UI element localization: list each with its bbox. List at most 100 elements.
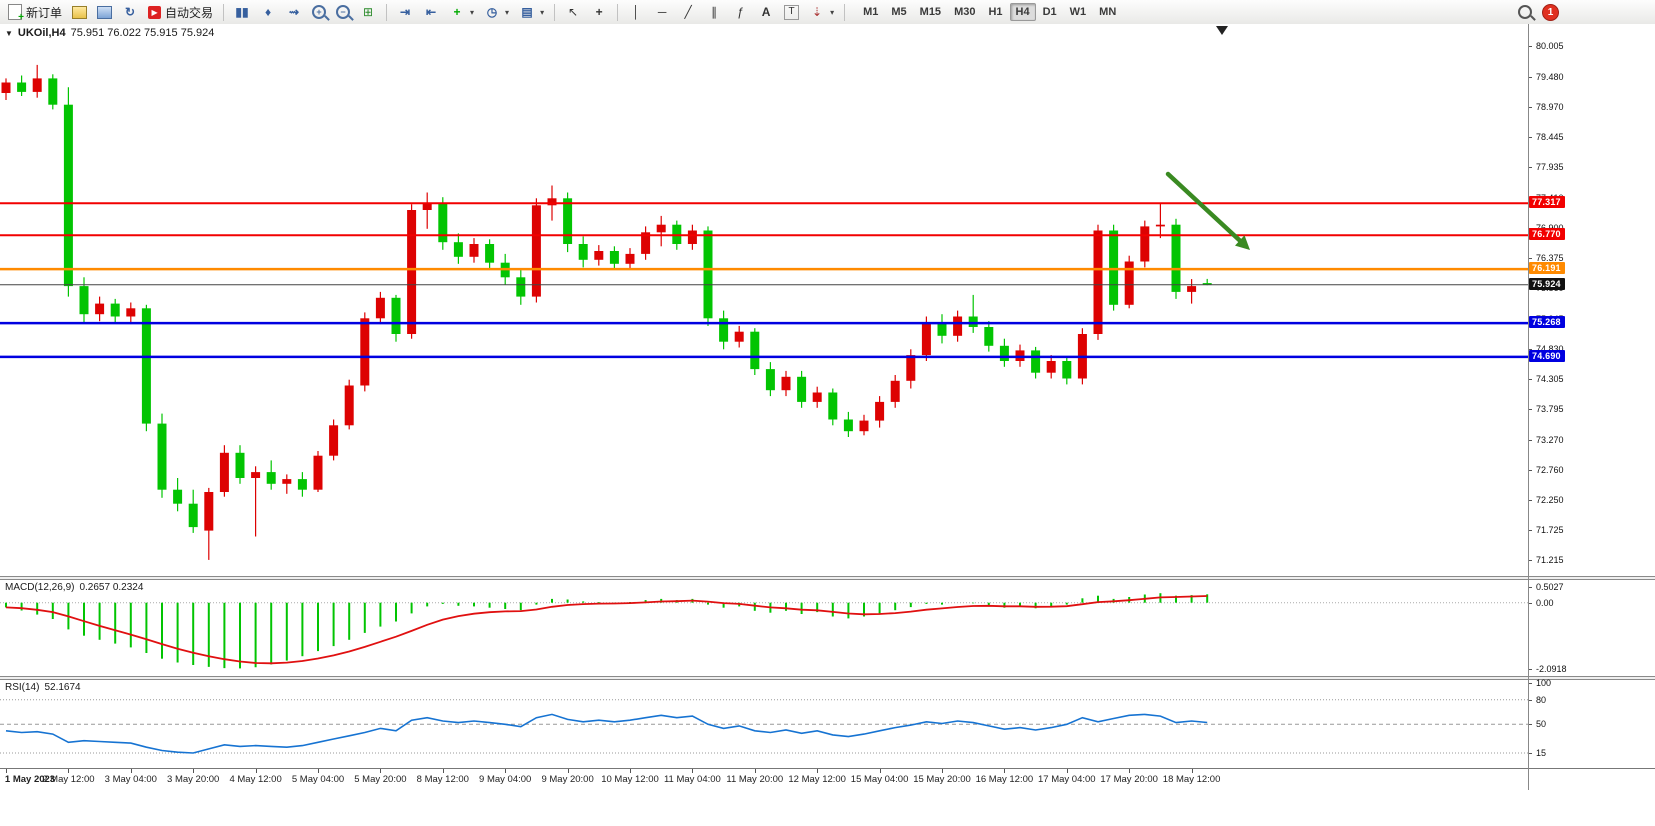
tile-windows-button[interactable]: ⊞: [356, 3, 380, 21]
autotrading-button[interactable]: ▶ 自动交易: [144, 3, 217, 22]
arrow-shapes-icon: ⇣: [812, 5, 823, 19]
channel-button[interactable]: ∥: [702, 3, 726, 21]
price-axis-label: 72.250: [1536, 494, 1564, 505]
toolbar-separator: [844, 3, 846, 21]
profiles-button[interactable]: [93, 5, 116, 20]
cursor-icon: ↖: [568, 5, 579, 19]
zoom-in-button[interactable]: +: [308, 4, 330, 20]
price-badge: 75.924: [1529, 277, 1565, 290]
time-axis-label: 5 May 20:00: [354, 774, 407, 785]
time-axis-label: 17 May 04:00: [1038, 774, 1096, 785]
text-button[interactable]: A: [754, 3, 778, 21]
price-axis-label: 76.900: [1536, 223, 1564, 233]
zoom-out-button[interactable]: −: [332, 4, 354, 20]
timeframe-button-d1[interactable]: D1: [1042, 6, 1057, 18]
macd-values: 0.2657 0.2324: [79, 582, 144, 593]
rsi-axis-label: 80: [1536, 694, 1547, 705]
new-order-button[interactable]: 新订单: [4, 3, 66, 23]
timeframe-button-m30[interactable]: M30: [954, 6, 976, 18]
crosshair-button[interactable]: +: [587, 3, 611, 21]
horizontal-line-button[interactable]: ─: [650, 3, 674, 21]
new-order-icon: [8, 4, 24, 23]
annotation-arrow[interactable]: [1165, 171, 1250, 250]
auto-scroll-button[interactable]: ⇥: [393, 3, 417, 21]
timeframe-button-h4[interactable]: H4: [1009, 3, 1036, 21]
dropdown-caret-icon: ▾: [505, 7, 510, 17]
templates-button[interactable]: ▤ ▾: [515, 3, 548, 21]
chart-shift-marker[interactable]: [1216, 26, 1228, 35]
line-chart-icon: ⇝: [289, 5, 300, 19]
timeframe-button-h1[interactable]: H1: [988, 6, 1003, 18]
autotrading-icon: ▶: [148, 5, 162, 19]
price-badge: 76.770: [1529, 228, 1565, 241]
rsi-axis: 100 80 50 15: [1528, 678, 1655, 768]
time-axis-label: 2 May 12:00: [42, 774, 95, 785]
candlestick-chart-button[interactable]: ♦: [256, 3, 280, 21]
macd-axis-label: -2.0918: [1536, 663, 1567, 674]
macd-header: MACD(12,26,9) 0.2657 0.2324: [5, 582, 143, 593]
refresh-button[interactable]: ↻: [118, 3, 142, 21]
macd-label: MACD(12,26,9): [5, 582, 75, 593]
symbol-dropdown-icon[interactable]: ▼: [5, 28, 13, 38]
timeframe-button-w1[interactable]: W1: [1069, 6, 1087, 18]
rsi-canvas[interactable]: [0, 680, 1528, 768]
price-axis-label: 71.215: [1536, 555, 1564, 566]
notification-badge[interactable]: 1: [1542, 3, 1559, 21]
macd-histogram: [5, 593, 1209, 669]
time-axis-label: 9 May 04:00: [479, 774, 532, 785]
template-icon: ▤: [521, 5, 533, 19]
new-chart-button[interactable]: [68, 5, 91, 20]
timeframe-button-m5[interactable]: M5: [891, 6, 907, 18]
time-axis-label: 15 May 04:00: [850, 774, 909, 785]
rsi-value: 52.1674: [44, 682, 81, 693]
arrows-button[interactable]: ⇣ ▾: [805, 3, 838, 21]
fibonacci-button[interactable]: ƒ: [728, 3, 752, 21]
price-badge: 75.268: [1529, 316, 1565, 329]
price-axis-label: 73.270: [1536, 434, 1564, 445]
toolbar-separator: [386, 3, 388, 21]
time-axis-label: 8 May 12:00: [416, 774, 469, 785]
bar-chart-button[interactable]: ▮▮: [230, 3, 254, 21]
cursor-button[interactable]: ↖: [561, 3, 585, 21]
panel-splitter[interactable]: [0, 576, 1655, 580]
text-label-button[interactable]: T: [780, 4, 803, 21]
fibonacci-icon: ƒ: [736, 5, 744, 19]
price-axis-label: 77.935: [1536, 162, 1564, 172]
trendline-button[interactable]: ╱: [676, 3, 700, 21]
timeframe-button-mn[interactable]: MN: [1099, 6, 1117, 18]
vertical-line-button[interactable]: │: [624, 3, 648, 21]
indicators-button[interactable]: + ▾: [445, 3, 478, 21]
price-axis: 80.00579.48078.97078.44577.93577.41076.9…: [1528, 24, 1655, 576]
crosshair-icon: +: [595, 5, 603, 19]
channel-icon: ∥: [711, 5, 718, 19]
bar-chart-icon: ▮▮: [235, 5, 249, 19]
tile-windows-icon: ⊞: [363, 5, 374, 19]
price-axis-label: 78.445: [1536, 132, 1564, 143]
rsi-header: RSI(14) 52.1674: [5, 682, 81, 693]
search-icon[interactable]: [1518, 5, 1532, 19]
periods-button[interactable]: ◷ ▾: [480, 3, 513, 21]
main-chart-canvas[interactable]: [0, 24, 1528, 576]
horizontal-line-icon: ─: [657, 5, 667, 19]
panel-splitter[interactable]: [0, 676, 1655, 680]
zoom-in-icon: +: [312, 5, 327, 19]
line-chart-button[interactable]: ⇝: [282, 3, 306, 21]
chart-shift-button[interactable]: ⇤: [419, 3, 443, 21]
timeframe-button-m1[interactable]: M1: [863, 6, 879, 18]
price-badge: 76.191: [1529, 262, 1565, 275]
new-chart-icon: [72, 5, 88, 19]
macd-axis-label: 0.5027: [1536, 581, 1564, 592]
price-axis-label: 74.305: [1536, 374, 1564, 385]
time-axis-label: 9 May 20:00: [541, 774, 594, 785]
timeframe-button-m15[interactable]: M15: [919, 6, 942, 18]
price-axis-label: 80.005: [1536, 40, 1564, 51]
dropdown-caret-icon: ▾: [470, 7, 475, 17]
price-axis-label: 78.970: [1536, 101, 1564, 112]
time-axis: 1 May 2023 2 May 12:00 3 May 04:00 3 May 20…: [0, 768, 1655, 790]
axis-divider: [1528, 24, 1529, 790]
macd-canvas[interactable]: [0, 580, 1528, 676]
main-toolbar: 新订单 ↻ ▶ 自动交易 ▮▮ ♦ ⇝ + − ⊞ ⇥ ⇤ +▾ ◷▾ ▤▾ ↖…: [0, 0, 1655, 25]
time-axis-label: 17 May 20:00: [1100, 774, 1158, 785]
trendline-icon: ╱: [684, 5, 692, 19]
price-badge: 77.317: [1529, 196, 1565, 209]
